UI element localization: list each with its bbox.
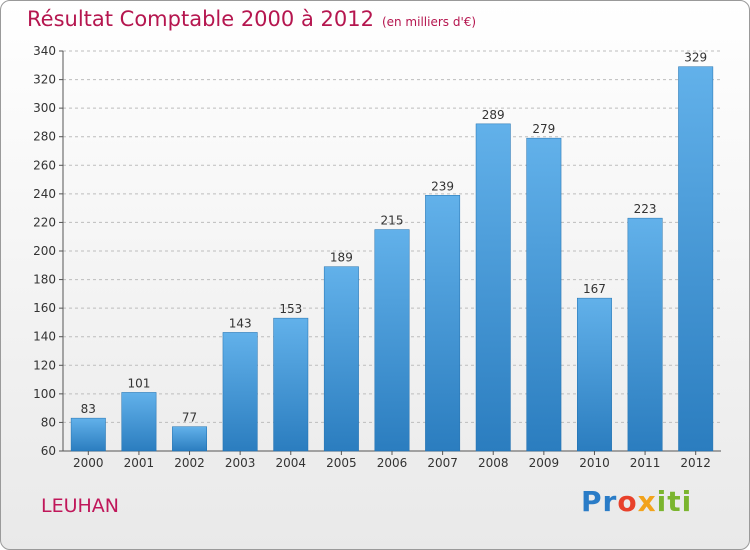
x-tick-label: 2000 <box>73 456 104 470</box>
data-label: 215 <box>381 214 404 228</box>
bar-2006 <box>374 229 410 452</box>
bar-2009 <box>526 137 562 452</box>
proxiti-logo: Proxiti <box>581 485 693 518</box>
data-label: 289 <box>482 108 505 122</box>
data-label: 143 <box>229 316 252 330</box>
x-tick-label: 2007 <box>427 456 458 470</box>
bar-2000 <box>70 417 106 452</box>
x-tick-label: 2003 <box>225 456 256 470</box>
bar-2001 <box>121 392 157 452</box>
data-label: 279 <box>532 122 555 136</box>
y-tick-label: 80 <box>41 415 56 429</box>
x-tick-label: 2011 <box>630 456 661 470</box>
chart-unit: (en milliers d'€) <box>381 15 477 29</box>
data-label: 77 <box>182 411 197 425</box>
data-label: 101 <box>127 376 150 390</box>
bar-2011 <box>627 217 663 452</box>
data-label: 153 <box>279 302 302 316</box>
y-tick-label: 240 <box>33 187 56 201</box>
y-tick-label: 100 <box>33 387 56 401</box>
x-tick-label: 2012 <box>680 456 711 470</box>
y-tick-label: 340 <box>33 44 56 58</box>
chart-title-text: Résultat Comptable 2000 à 2012 <box>27 7 374 31</box>
chart-title: Résultat Comptable 2000 à 2012 (en millie… <box>27 7 476 31</box>
bar-2010 <box>577 297 612 452</box>
y-tick-label: 160 <box>33 301 56 315</box>
x-tick-label: 2006 <box>377 456 408 470</box>
y-tick-label: 180 <box>33 273 56 287</box>
y-tick-label: 220 <box>33 215 56 229</box>
data-label: 83 <box>81 402 96 416</box>
y-tick-label: 320 <box>33 73 56 87</box>
bar-2007 <box>425 195 461 452</box>
data-label: 223 <box>634 202 657 216</box>
x-tick-label: 2002 <box>174 456 205 470</box>
bar-2005 <box>323 266 359 452</box>
y-tick-label: 140 <box>33 330 56 344</box>
y-tick-label: 200 <box>33 244 56 258</box>
bar-2004 <box>273 317 309 452</box>
bar-2003 <box>222 332 258 452</box>
data-label: 167 <box>583 282 606 296</box>
y-tick-label: 300 <box>33 101 56 115</box>
bar-2012 <box>678 66 714 452</box>
y-tick-label: 60 <box>41 444 56 458</box>
y-tick-label: 120 <box>33 358 56 372</box>
x-tick-label: 2004 <box>275 456 306 470</box>
x-tick-label: 2009 <box>529 456 560 470</box>
x-tick-label: 2001 <box>124 456 155 470</box>
y-tick-label: 280 <box>33 130 56 144</box>
data-label: 189 <box>330 251 353 265</box>
x-tick-label: 2010 <box>579 456 610 470</box>
bar-2002 <box>172 426 207 452</box>
town-name: LEUHAN <box>41 495 119 517</box>
data-label: 239 <box>431 179 454 193</box>
bar-2008 <box>475 123 511 452</box>
y-tick-label: 260 <box>33 158 56 172</box>
x-tick-label: 2005 <box>326 456 357 470</box>
data-label: 329 <box>684 51 707 65</box>
x-tick-label: 2008 <box>478 456 509 470</box>
